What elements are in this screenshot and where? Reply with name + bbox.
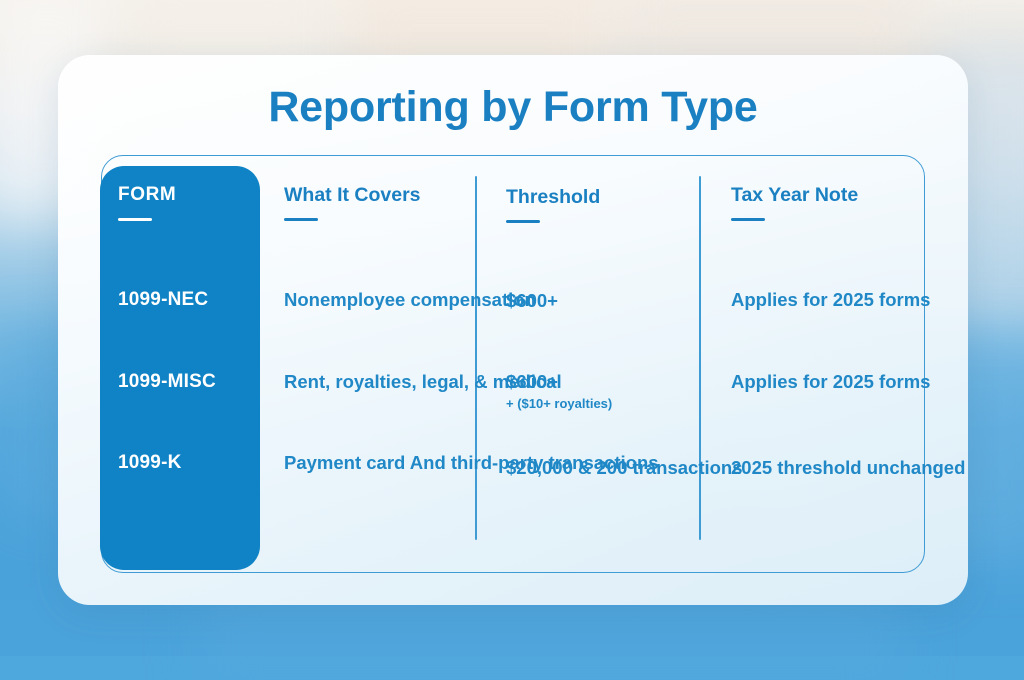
column-header-threshold-label: Threshold	[506, 186, 601, 208]
table-cell-threshold: $600+ + ($10+ royalties)	[506, 369, 612, 413]
table-cell-covers: Nonemployee compensation	[284, 289, 536, 310]
form-column-highlight	[100, 166, 260, 570]
table-cell-threshold: $20,000 & 200 transactions	[506, 455, 743, 480]
column-header-form-label: FORM	[118, 184, 177, 205]
column-header-threshold: Threshold	[506, 184, 601, 224]
table-cell-tax-year-note: Applies for 2025 forms	[731, 289, 931, 310]
column-divider-1	[475, 176, 478, 540]
header-underline	[284, 218, 318, 222]
table-row: 1099-MISC	[118, 371, 216, 392]
column-header-covers-label: What It Covers	[284, 184, 421, 206]
table-row: 1099-NEC	[118, 289, 209, 310]
table-cell-tax-year-note: Applies for 2025 forms	[731, 371, 931, 392]
threshold-note: + ($10+ royalties)	[506, 396, 613, 411]
column-header-tax-year-note-label: Tax Year Note	[731, 184, 859, 206]
table-cell-threshold: $600+	[506, 288, 558, 313]
table-cell-covers: Rent, royalties, legal, & medical	[284, 371, 562, 392]
threshold-value: $20,000 & 200 transactions	[506, 457, 743, 478]
column-header-covers: What It Covers	[284, 182, 421, 222]
header-underline	[731, 218, 765, 222]
table-row: 1099-K	[118, 452, 182, 473]
threshold-value: $600+	[506, 290, 558, 311]
table-cell-covers: Payment card And third-party transaction…	[284, 452, 659, 473]
page-title: Reporting by Form Type	[268, 83, 758, 131]
column-divider-2	[699, 176, 702, 540]
header-underline	[118, 218, 152, 222]
header-underline	[506, 220, 540, 224]
column-header-tax-year-note: Tax Year Note	[731, 182, 859, 222]
column-header-form: FORM	[118, 182, 177, 222]
table-cell-tax-year-note: 2025 threshold unchanged	[731, 457, 966, 478]
threshold-value: $600+	[506, 371, 558, 392]
